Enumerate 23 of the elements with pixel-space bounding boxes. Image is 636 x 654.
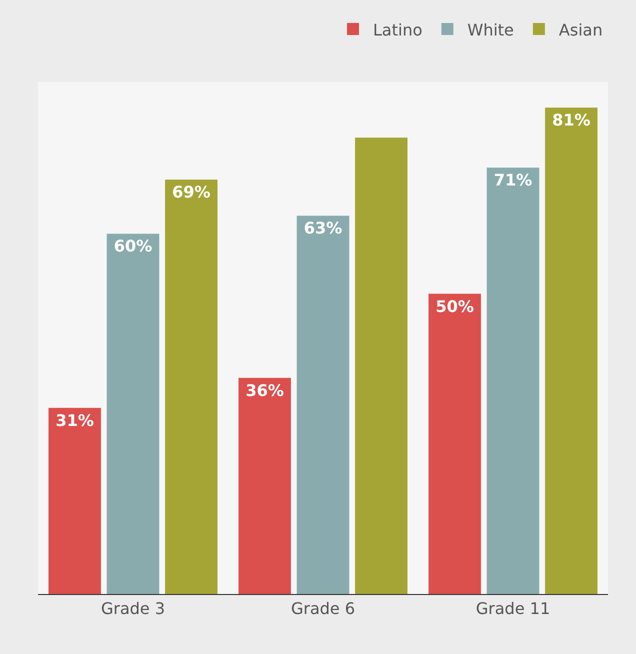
bar bbox=[545, 108, 598, 594]
bar bbox=[428, 294, 481, 594]
data-label: 63% bbox=[304, 218, 342, 238]
bar bbox=[48, 408, 101, 594]
data-label: 36% bbox=[246, 380, 284, 400]
data-label: 31% bbox=[56, 410, 94, 430]
legend-label: Asian bbox=[558, 20, 603, 40]
data-label: 81% bbox=[552, 110, 590, 130]
data-label: 71% bbox=[494, 170, 532, 190]
x-tick-label: Grade 3 bbox=[100, 599, 166, 618]
bar bbox=[296, 216, 350, 594]
bar bbox=[165, 180, 218, 594]
bar bbox=[238, 378, 291, 594]
data-label: 50% bbox=[436, 296, 474, 316]
data-label: 69% bbox=[172, 182, 210, 202]
x-tick-label: Grade 11 bbox=[476, 599, 550, 618]
x-tick-label: Grade 6 bbox=[290, 599, 356, 618]
bar bbox=[106, 234, 160, 594]
data-label: 60% bbox=[114, 236, 152, 256]
bar bbox=[486, 168, 540, 594]
legend-label: White bbox=[467, 20, 514, 40]
bar bbox=[355, 138, 408, 594]
legend-label: Latino bbox=[373, 20, 422, 40]
